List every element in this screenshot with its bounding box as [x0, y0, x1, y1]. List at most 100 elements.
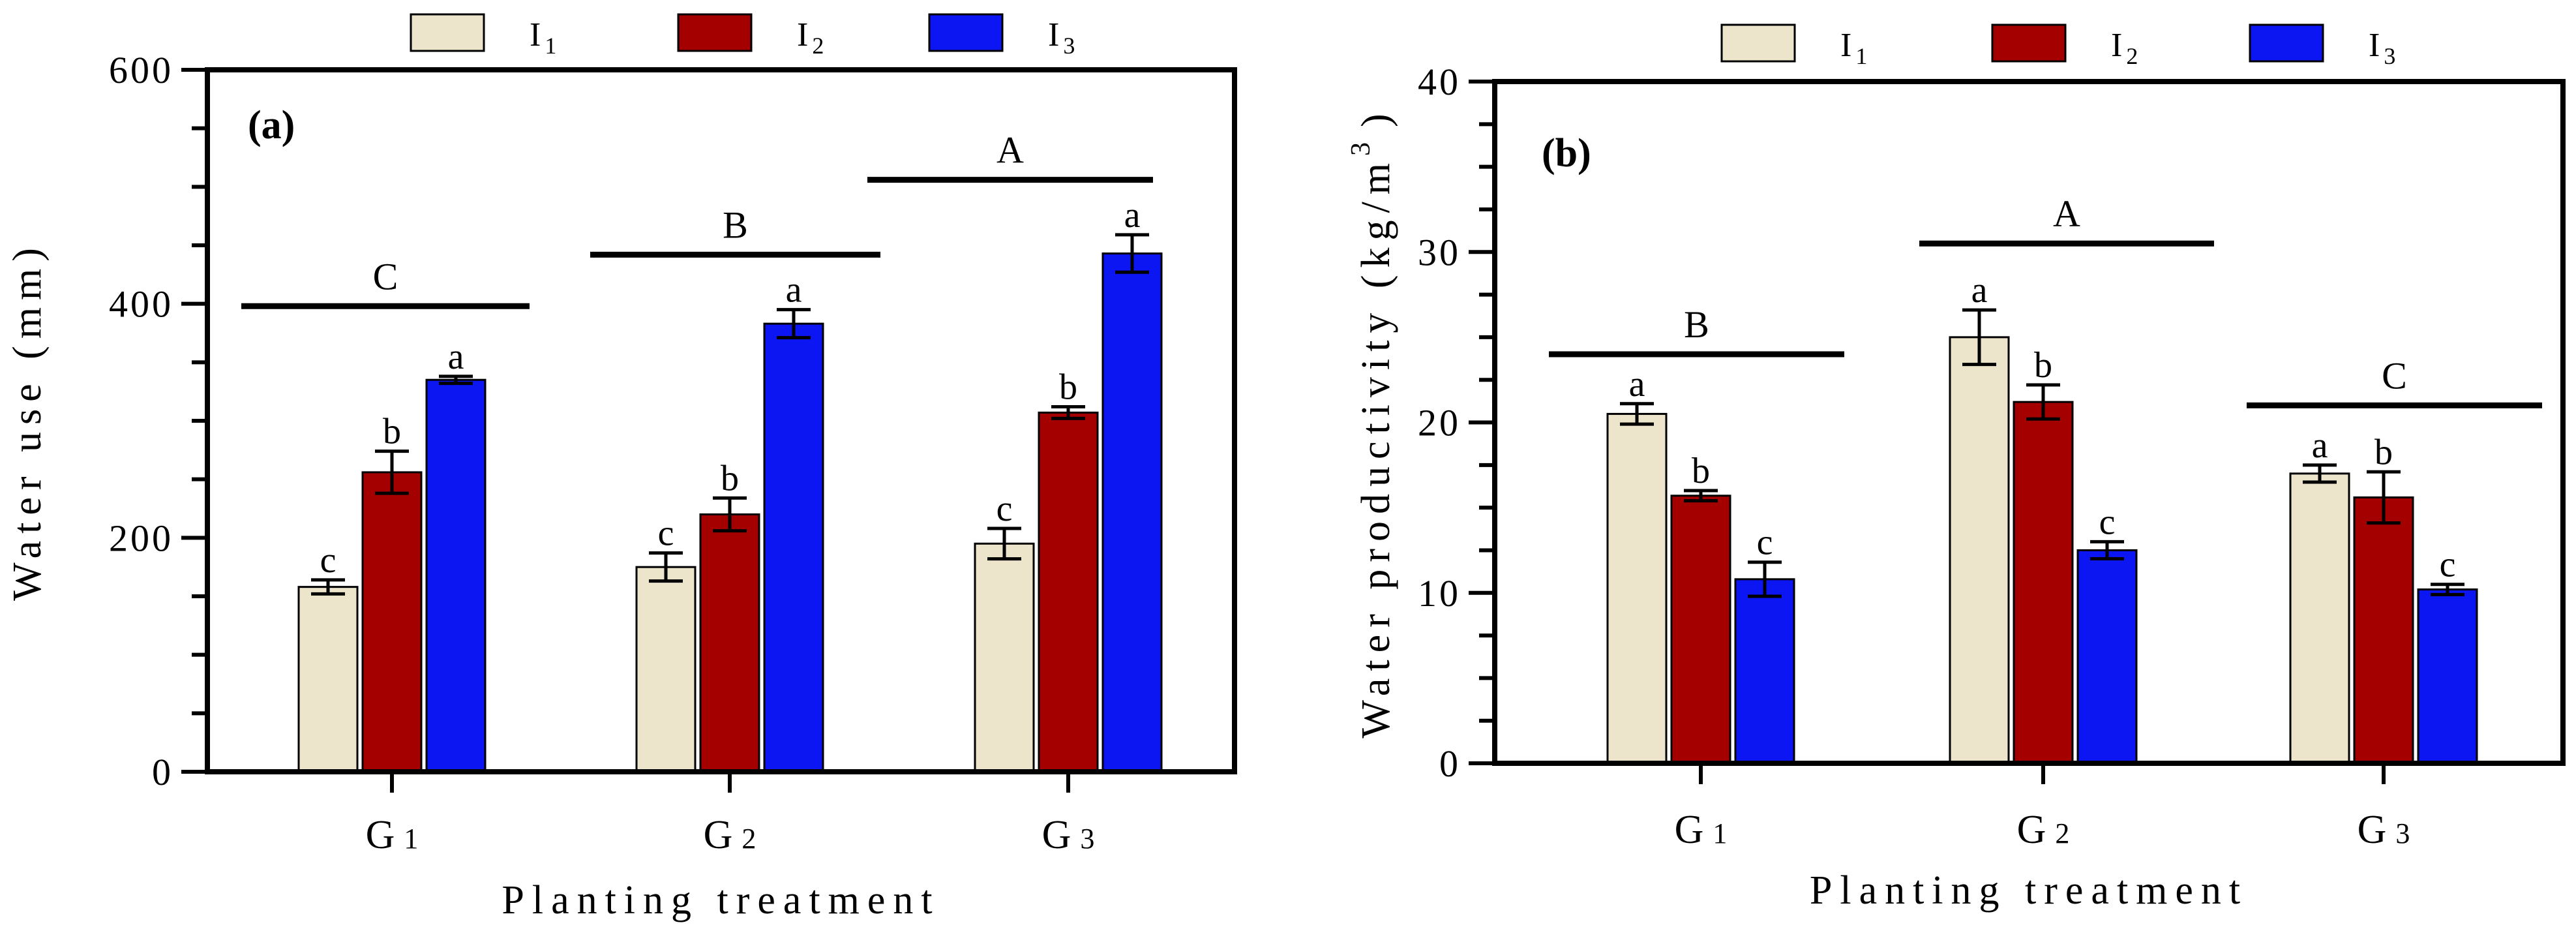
y-tick-label: 0: [1439, 742, 1461, 785]
legend-swatch-i1: [410, 13, 485, 52]
significance-letter: c: [658, 513, 674, 554]
group-letter: C: [373, 255, 398, 297]
legend-letter: I: [2111, 27, 2122, 64]
legend-letter: I: [530, 16, 541, 53]
legend-swatch-i3: [928, 13, 1004, 52]
significance-letter: c: [996, 489, 1013, 529]
x-axis-label: Planting treatment: [1810, 868, 2248, 913]
legend-letter: I: [1840, 27, 1851, 64]
group-letter: A: [996, 129, 1024, 172]
bar-i2-g3: [1038, 411, 1099, 773]
significance-letter: c: [320, 540, 337, 581]
bar-i1-g2: [1949, 336, 2010, 765]
group-letter: A: [2053, 192, 2080, 235]
significance-letter: b: [1692, 451, 1710, 491]
bar-i3-g1: [425, 378, 487, 773]
category-letter: G: [2017, 808, 2046, 852]
significance-letter: b: [1059, 367, 1077, 407]
group-letter: B: [1684, 303, 1709, 346]
y-axis-label-superscript: 3: [1346, 135, 1376, 156]
y-axis-label-close: ): [1354, 106, 1398, 127]
legend-swatch-i3: [2249, 23, 2324, 63]
y-tick-label: 0: [152, 751, 173, 793]
category-subscript: 2: [2055, 817, 2069, 849]
significance-letter: c: [2099, 502, 2116, 542]
bar-i3-g2: [2076, 549, 2138, 765]
legend-letter: I: [2369, 27, 2380, 64]
y-tick-label: 40: [1418, 61, 1461, 103]
bar-i2-g2: [2013, 401, 2074, 765]
bar-i1-g1: [1606, 412, 1668, 765]
significance-letter: a: [2312, 425, 2328, 466]
bar-i3-g3: [2417, 588, 2478, 765]
category-letter: G: [1042, 813, 1071, 857]
y-axis-label-text: Water productivity (kg/m: [1354, 156, 1398, 738]
category-letter: G: [2358, 808, 2387, 852]
y-axis-label-text: Water use (mm): [5, 241, 50, 601]
legend-swatch-i2: [1991, 23, 2067, 63]
category-subscript: 1: [1713, 817, 1727, 849]
y-axis-label: Water productivity (kg/m3): [1346, 106, 1398, 738]
bar-i1-g3: [974, 542, 1035, 773]
category-letter: G: [1675, 808, 1704, 852]
y-tick-label: 10: [1418, 572, 1461, 615]
significance-letter: b: [2034, 345, 2052, 386]
legend-subscript: 3: [2384, 43, 2395, 69]
legend-subscript: 3: [1063, 33, 1075, 59]
bar-i2-g2: [699, 513, 760, 773]
significance-letter: c: [1757, 523, 1773, 563]
significance-letter: c: [2440, 545, 2456, 585]
significance-letter: b: [721, 458, 739, 498]
legend-swatch-i2: [677, 13, 753, 52]
bar-i1-g2: [635, 566, 696, 773]
legend-swatch-i1: [1720, 23, 1796, 63]
significance-letter: a: [448, 337, 464, 377]
category-subscript: 1: [404, 823, 418, 855]
significance-letter: a: [1971, 270, 1988, 311]
group-letter: C: [2382, 354, 2407, 397]
y-axis-label: Water use (mm): [5, 241, 50, 601]
bar-i3-g1: [1734, 578, 1795, 765]
significance-letter: a: [786, 270, 802, 311]
legend-subscript: 1: [1855, 43, 1867, 69]
bar-i3-g3: [1101, 252, 1163, 773]
group-letter: B: [723, 204, 748, 246]
category-subscript: 2: [741, 823, 756, 855]
category-letter: G: [704, 813, 733, 857]
panel-label: (a): [248, 103, 295, 147]
legend-subscript: 1: [545, 33, 556, 59]
legend-letter: I: [1048, 16, 1059, 53]
bar-i2-g1: [1670, 495, 1731, 765]
y-tick-label: 200: [109, 517, 173, 559]
bar-i3-g2: [763, 322, 824, 773]
category-subscript: 3: [2395, 817, 2410, 849]
bar-i1-g1: [297, 586, 359, 773]
y-tick-label: 400: [109, 283, 173, 326]
bar-i2-g1: [361, 471, 423, 773]
category-letter: G: [366, 813, 395, 857]
significance-letter: a: [1124, 195, 1141, 236]
significance-letter: a: [1629, 364, 1645, 404]
bar-i1-g3: [2289, 472, 2350, 765]
y-tick-label: 30: [1418, 231, 1461, 273]
significance-letter: b: [2374, 432, 2393, 472]
y-tick-label: 20: [1418, 402, 1461, 444]
y-tick-label: 600: [109, 49, 173, 91]
legend-subscript: 2: [2126, 43, 2138, 69]
category-subscript: 3: [1080, 823, 1094, 855]
x-axis-label: Planting treatment: [502, 878, 940, 922]
